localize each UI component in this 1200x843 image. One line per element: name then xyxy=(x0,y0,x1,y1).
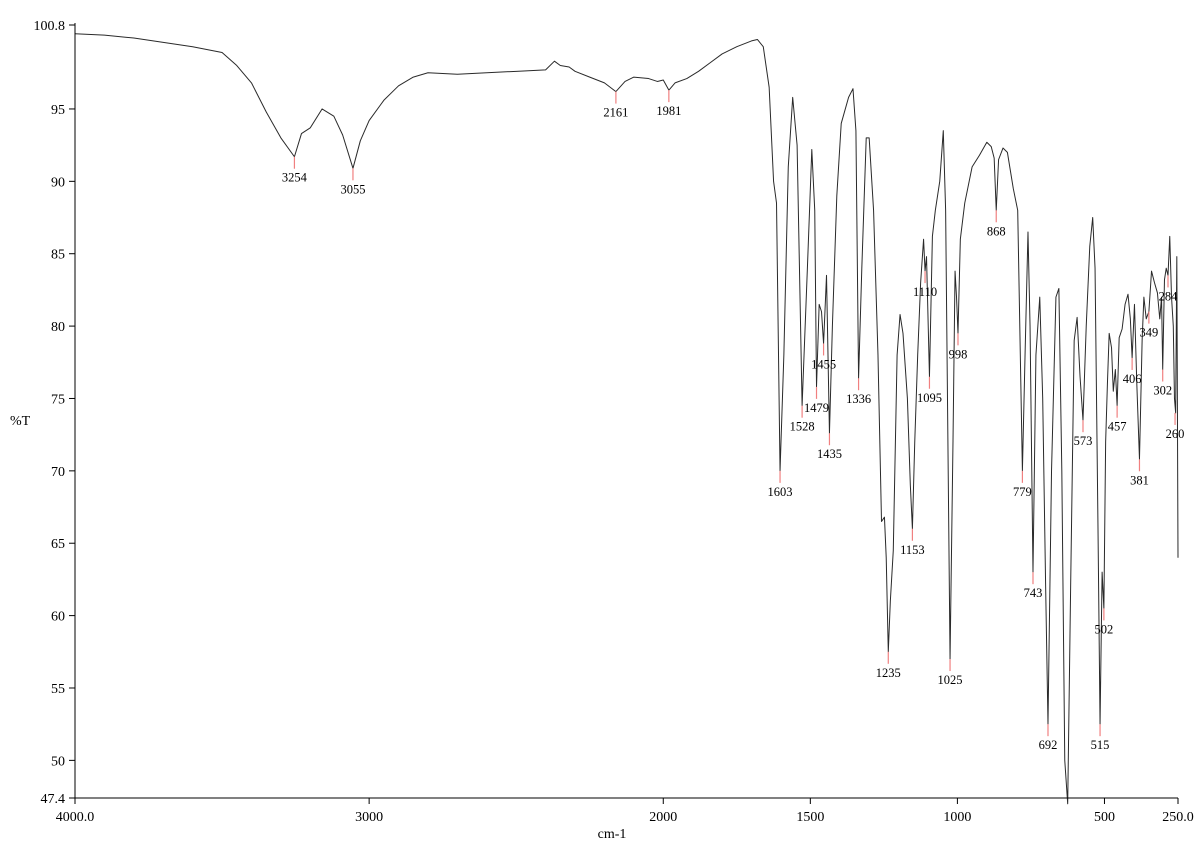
peak-label: 692 xyxy=(1039,738,1058,752)
y-tick-label: 75 xyxy=(51,392,65,407)
x-tick-label: 2000 xyxy=(649,810,677,825)
peak-label: 1455 xyxy=(811,357,836,371)
peak-label: 1095 xyxy=(917,391,942,405)
y-tick-label: 47.4 xyxy=(41,792,66,807)
y-tick-label: 90 xyxy=(51,175,65,190)
peak-label: 406 xyxy=(1123,372,1142,386)
peak-label: 1479 xyxy=(804,401,829,415)
peak-label: 1025 xyxy=(938,673,963,687)
y-tick-label: 80 xyxy=(51,320,65,335)
y-tick-label: 55 xyxy=(51,682,65,697)
peak-label: 1435 xyxy=(817,447,842,461)
peak-label: 573 xyxy=(1074,434,1093,448)
peak-label: 1603 xyxy=(768,485,793,499)
peak-label: 349 xyxy=(1140,326,1159,340)
x-tick-label: 4000.0 xyxy=(56,810,95,825)
peak-label: 1110 xyxy=(913,285,937,299)
axes: 100.8 95 90 85 80 75 70 65 60 55 50 47.4 4000.0 3000… xyxy=(34,19,1194,825)
y-tick-label: 85 xyxy=(51,248,65,263)
peak-label: 284 xyxy=(1159,289,1179,303)
peak-label: 302 xyxy=(1153,384,1172,398)
y-tick-label: 50 xyxy=(51,754,65,769)
peak-label: 1235 xyxy=(876,666,901,680)
y-tick-label: 60 xyxy=(51,610,65,625)
peak-label: 743 xyxy=(1024,586,1043,600)
peak-label: 1336 xyxy=(846,392,871,406)
x-axis-label: cm-1 xyxy=(598,827,627,842)
x-tick-label: 1000 xyxy=(943,810,971,825)
y-tick-label: 95 xyxy=(51,103,65,118)
y-axis-label: %T xyxy=(10,414,31,429)
peak-label: 2161 xyxy=(603,106,628,120)
y-axis-ticks: 100.8 95 90 85 80 75 70 65 60 55 50 47.4 xyxy=(34,19,75,807)
y-tick-label: 65 xyxy=(51,537,65,552)
x-tick-label: 250.0 xyxy=(1162,810,1194,825)
peak-label: 1153 xyxy=(900,543,925,557)
peak-label: 502 xyxy=(1095,622,1114,636)
peak-label: 779 xyxy=(1013,485,1032,499)
peak-label: 1981 xyxy=(656,104,681,118)
peak-label: 3254 xyxy=(282,171,308,185)
x-tick-label: 500 xyxy=(1094,810,1115,825)
peak-label: 381 xyxy=(1130,473,1149,487)
peak-annotations: 3254 3055 2161 1981 1603 1528 1479 1455 1435 1336… xyxy=(282,90,1185,752)
plot-area: 3254 3055 2161 1981 1603 1528 1479 1455 1435 1336… xyxy=(74,33,1185,805)
peak-label: 868 xyxy=(987,224,1006,238)
y-tick-label: 70 xyxy=(51,465,65,480)
peak-label: 515 xyxy=(1091,738,1110,752)
peak-label: 998 xyxy=(949,347,968,361)
spectrum-line xyxy=(74,33,1179,805)
x-tick-label: 3000 xyxy=(355,810,383,825)
peak-label: 1528 xyxy=(790,420,815,434)
y-tick-label: 100.8 xyxy=(34,19,66,34)
peak-label: 457 xyxy=(1108,420,1127,434)
peak-label: 260 xyxy=(1166,427,1185,441)
x-axis-ticks: 4000.0 3000 2000 1500 1000 500 250.0 xyxy=(56,798,1194,825)
x-tick-label: 1500 xyxy=(796,810,824,825)
peak-label: 3055 xyxy=(340,182,365,196)
